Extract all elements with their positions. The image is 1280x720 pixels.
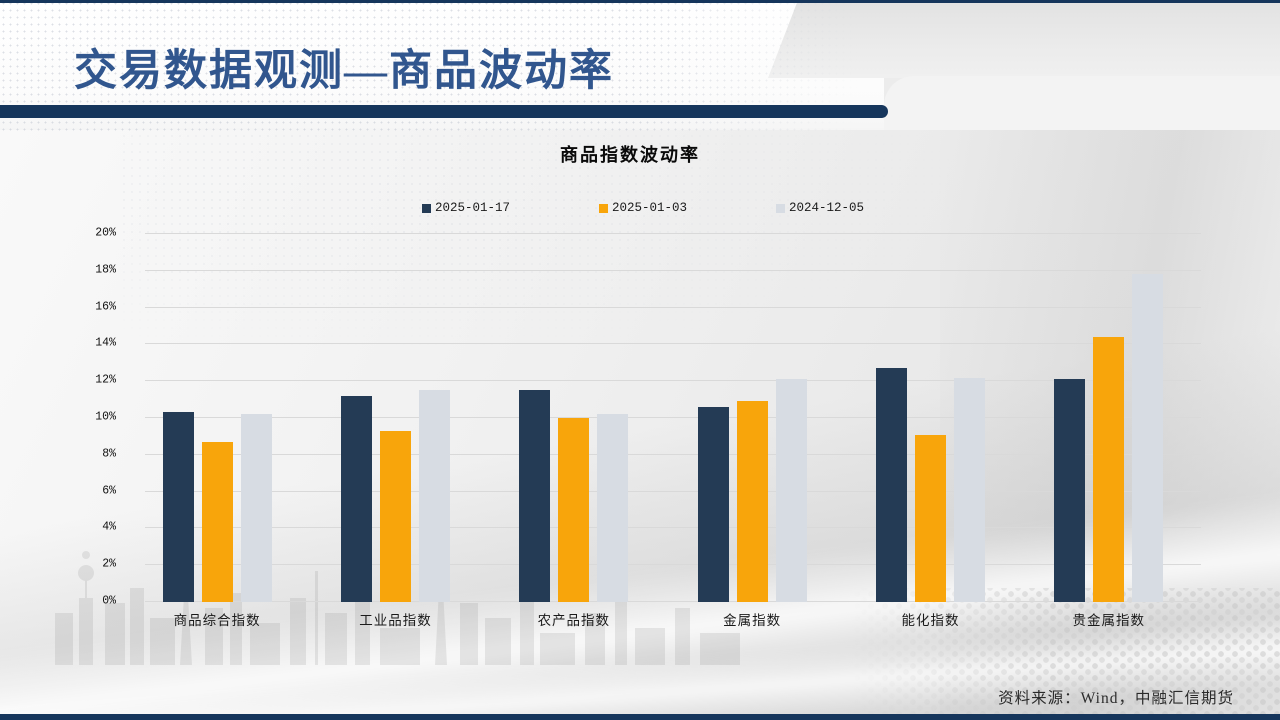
gridline [145, 453, 1201, 455]
legend-swatch-icon [599, 203, 608, 213]
legend-label: 2025-01-03 [612, 201, 688, 215]
x-axis-category-label: 金属指数 [723, 613, 782, 628]
y-axis-tick-label: 12% [95, 373, 116, 387]
x-axis-category-label: 商品综合指数 [173, 613, 261, 628]
bar-2024-12-05 [775, 379, 807, 602]
bar-2024-12-05 [1132, 274, 1164, 602]
bar-group-3 [485, 233, 663, 602]
gridline [145, 233, 1201, 234]
y-axis-tick-label: 16% [95, 300, 116, 314]
bar-2025-01-17 [519, 390, 551, 602]
page-title: 交易数据观测—商品波动率 [74, 48, 614, 95]
hexagon-pattern [850, 588, 1280, 714]
y-axis-tick-label: 8% [102, 447, 116, 461]
bar-group-6 [1020, 233, 1198, 602]
bar-2024-12-05 [953, 377, 985, 602]
bar-group-4 [663, 233, 841, 602]
x-axis-category-label: 能化指数 [901, 613, 960, 628]
x-axis: 商品综合指数 工业品指数 农产品指数 金属指数 能化指数 贵金属指数 [128, 609, 1198, 629]
bar-2024-12-05 [597, 414, 629, 602]
gridline [145, 564, 1201, 566]
title-divider-bar [0, 105, 888, 118]
bar-2025-01-17 [162, 412, 194, 602]
legend-item: 2024-12-05 [776, 201, 953, 215]
bar-2025-01-03 [558, 418, 590, 602]
bar-2025-01-03 [914, 434, 946, 602]
legend-item: 2025-01-17 [422, 201, 599, 215]
city-skyline-silhouette [55, 551, 740, 665]
bar-2025-01-03 [379, 430, 411, 602]
bar-2024-12-05 [418, 390, 450, 602]
bar-group-1 [128, 233, 306, 602]
chart-gridlines [145, 233, 1201, 602]
x-axis-category-label: 贵金属指数 [1072, 613, 1146, 628]
gridline [145, 306, 1201, 308]
bar-2025-01-03 [736, 401, 768, 602]
x-axis-category-label: 农产品指数 [537, 613, 611, 628]
gridline [145, 601, 1201, 602]
y-axis-tick-label: 14% [95, 336, 116, 350]
chart-plot-area [128, 233, 1198, 602]
bar-2025-01-17 [697, 406, 729, 602]
bottom-accent-bar [0, 714, 1280, 720]
legend-swatch-icon [776, 203, 785, 213]
x-axis-category-label: 工业品指数 [359, 613, 432, 628]
bar-2025-01-03 [1093, 337, 1125, 602]
y-axis-tick-label: 6% [102, 484, 116, 498]
legend-label: 2025-01-17 [435, 201, 511, 215]
y-axis-tick-label: 10% [95, 410, 116, 424]
bar-2025-01-17 [340, 395, 372, 602]
chart-title: 商品指数波动率 [560, 145, 700, 165]
bar-2025-01-17 [875, 368, 907, 602]
top-accent-line [0, 0, 1280, 3]
gridline [145, 269, 1201, 271]
legend-item: 2025-01-03 [599, 201, 776, 215]
bar-group-5 [841, 233, 1019, 602]
y-axis-tick-label: 20% [95, 226, 116, 240]
y-axis-tick-label: 4% [102, 520, 116, 534]
bar-2025-01-03 [201, 441, 233, 602]
gridline [145, 490, 1201, 492]
gridline [145, 417, 1201, 418]
chart-legend: 2025-01-17 2025-01-03 2024-12-05 [422, 201, 953, 215]
y-axis-tick-label: 0% [102, 594, 116, 608]
dot-map-pattern [120, 132, 950, 347]
bar-group-2 [306, 233, 484, 602]
gridline [145, 343, 1201, 345]
y-axis-tick-label: 18% [95, 263, 116, 277]
header-curve-notch [884, 76, 1280, 130]
legend-label: 2024-12-05 [789, 201, 865, 215]
bar-2025-01-17 [1054, 379, 1086, 602]
bar-2024-12-05 [240, 414, 272, 602]
legend-swatch-icon [422, 203, 431, 213]
y-axis: 20% 18% 16% 14% 12% 10% 8% 6% 4% 2% 0% [56, 227, 116, 608]
gridline [145, 380, 1201, 382]
data-source-note: 资料来源：Wind，中融汇信期货 [998, 690, 1234, 707]
y-axis-tick-label: 2% [102, 557, 116, 571]
gridline [145, 527, 1201, 529]
